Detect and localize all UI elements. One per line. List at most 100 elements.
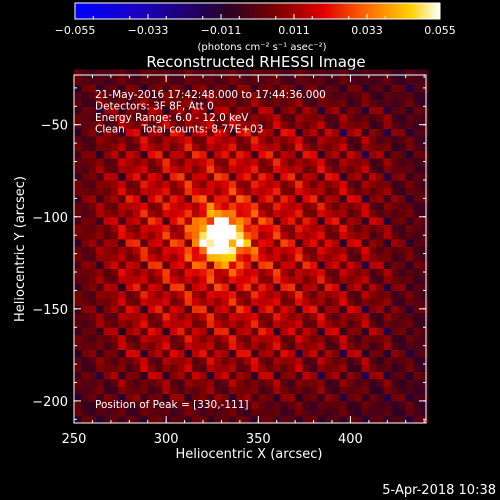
heatmap-pixel [118,400,127,409]
heatmap-pixel [132,327,141,336]
heatmap-pixel [199,231,208,240]
heatmap-pixel [206,202,215,211]
heatmap-pixel [354,356,363,365]
heatmap-pixel [191,91,200,100]
heatmap-pixel [140,231,149,240]
heatmap-pixel [258,319,267,328]
heatmap-pixel [390,253,399,262]
heatmap-pixel [155,187,164,196]
heatmap-pixel [110,349,119,358]
heatmap-pixel [147,349,156,358]
heatmap-pixel [118,150,127,159]
heatmap-pixel [74,371,82,380]
heatmap-pixel [228,121,237,129]
heatmap-pixel [206,334,215,343]
heatmap-pixel [302,150,311,159]
heatmap-pixel [354,165,363,174]
heatmap-pixel [132,231,141,240]
heatmap-pixel [368,349,377,358]
heatmap-pixel [177,76,186,85]
heatmap-pixel [103,157,112,166]
heatmap-pixel [243,187,252,196]
heatmap-pixel [191,179,200,188]
heatmap-pixel [96,209,105,218]
heatmap-pixel [324,91,333,100]
heatmap-pixel [398,260,407,269]
heatmap-pixel [354,157,363,166]
heatmap-pixel [383,297,392,306]
heatmap-pixel [140,349,149,358]
heatmap-pixel [273,268,282,277]
heatmap-pixel [191,150,200,159]
heatmap-pixel [258,415,267,424]
heatmap-pixel [295,231,304,240]
heatmap-pixel [96,69,105,78]
heatmap-pixel [287,98,296,107]
heatmap-pixel [280,319,289,328]
heatmap-pixel [413,157,422,166]
heatmap-pixel [199,113,208,122]
heatmap-pixel [339,69,348,78]
heatmap-pixel [169,76,178,85]
heatmap-pixel [354,297,363,306]
heatmap-pixel [287,275,296,284]
heatmap-pixel [273,312,282,321]
heatmap-pixel [214,69,223,78]
heatmap-pixel [155,135,164,144]
heatmap-pixel [147,98,156,107]
heatmap-pixel [258,216,267,225]
heatmap-pixel [317,143,326,152]
heatmap-pixel [265,297,274,306]
heatmap-pixel [118,408,127,417]
heatmap-pixel [280,98,289,107]
heatmap-pixel [273,128,282,137]
heatmap-pixel [206,246,215,255]
heatmap-pixel [309,209,318,218]
heatmap-pixel [376,128,385,137]
heatmap-pixel [228,113,237,122]
heatmap-pixel [250,98,259,107]
heatmap-pixel [383,172,392,181]
heatmap-pixel [273,135,282,144]
heatmap-pixel [184,143,193,152]
heatmap-pixel [88,260,97,269]
heatmap-pixel [103,209,112,218]
heatmap-pixel [155,150,164,159]
heatmap-pixel [81,319,90,328]
heatmap-pixel [317,98,326,107]
y-axis-label: Heliocentric Y (arcsec) [13,176,28,322]
heatmap-pixel [295,290,304,299]
heatmap-pixel [258,135,267,144]
heatmap-pixel [103,246,112,255]
heatmap-pixel [383,378,392,387]
heatmap-pixel [88,319,97,328]
heatmap-pixel [206,275,215,284]
heatmap-pixel [250,113,259,122]
heatmap-pixel [420,349,429,358]
heatmap-pixel [110,305,119,314]
heatmap-pixel [191,143,200,152]
heatmap-pixel [354,246,363,255]
heatmap-pixel [376,157,385,166]
heatmap-pixel [346,106,355,115]
heatmap-pixel [228,98,237,107]
heatmap-pixel [206,268,215,277]
heatmap-pixel [339,172,348,181]
heatmap-pixel [177,297,186,306]
heatmap-pixel [398,121,407,129]
heatmap-pixel [199,408,208,417]
heatmap-pixel [295,246,304,255]
heatmap-pixel [162,268,171,277]
heatmap-pixel [309,231,318,240]
heatmap-pixel [354,209,363,218]
heatmap-pixel [368,290,377,299]
heatmap-pixel [221,231,230,240]
heatmap-pixel [184,150,193,159]
heatmap-pixel [191,172,200,181]
heatmap-pixel [413,76,422,85]
heatmap-pixel [214,172,223,181]
heatmap-pixel [140,312,149,321]
heatmap-pixel [206,143,215,152]
heatmap-pixel [287,334,296,343]
heatmap-pixel [339,253,348,262]
